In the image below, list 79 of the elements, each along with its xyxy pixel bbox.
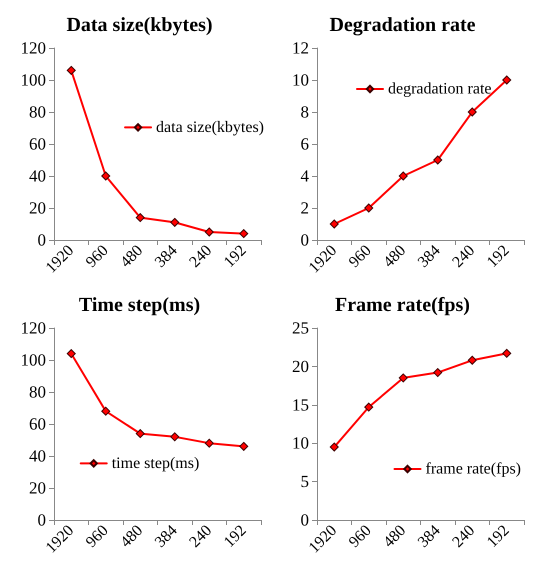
y-tick-label: 20 — [29, 198, 46, 218]
y-tick-label: 5 — [300, 472, 309, 492]
point — [204, 228, 214, 236]
x-tick-label: 192 — [220, 242, 250, 271]
point — [136, 429, 145, 438]
y-tick-label: 120 — [20, 318, 46, 338]
y-tick-label: 20 — [292, 356, 309, 376]
y-tick-label: 120 — [20, 38, 46, 58]
y-tick-label: 0 — [300, 230, 309, 250]
x-tick-label: 384 — [414, 242, 444, 271]
y-tick-label: 40 — [29, 446, 46, 466]
legend-label: time step(ms) — [112, 454, 200, 472]
x-tick-label: 192 — [484, 242, 513, 271]
chart-title: Frame rate(fps) — [335, 294, 470, 316]
point — [136, 213, 145, 222]
chart-title: Degradation rate — [329, 14, 476, 36]
x-tick-label: 960 — [82, 522, 112, 551]
y-tick-label: 40 — [29, 166, 46, 186]
point — [468, 108, 477, 116]
x-tick-label: 480 — [117, 522, 146, 551]
point — [170, 432, 180, 442]
x-tick-label: 192 — [484, 522, 513, 551]
x-tick-label: 240 — [449, 242, 478, 271]
y-tick-label: 60 — [29, 134, 46, 154]
y-tick-label: 0 — [38, 230, 46, 250]
y-tick-label: 60 — [29, 414, 46, 434]
x-tick-label: 480 — [380, 242, 410, 271]
x-tick-label: 384 — [152, 522, 181, 551]
point — [502, 76, 512, 84]
point — [433, 156, 442, 164]
y-tick-label: 0 — [300, 510, 309, 530]
y-tick-label: 80 — [29, 382, 46, 402]
x-tick-label: 240 — [186, 522, 216, 551]
y-tick-label: 10 — [292, 434, 309, 453]
chart-title: Time step(ms) — [78, 294, 200, 316]
y-tick-label: 80 — [29, 102, 46, 122]
y-tick-label: 8 — [300, 102, 309, 122]
point — [398, 373, 408, 382]
point — [502, 348, 512, 358]
legend-label: degradation rate — [388, 80, 492, 98]
y-tick-label: 100 — [20, 70, 46, 90]
x-tick-label: 960 — [346, 522, 375, 551]
point — [170, 218, 180, 227]
y-tick-label: 12 — [292, 38, 309, 58]
x-tick-label: 480 — [380, 522, 410, 551]
point — [364, 402, 374, 412]
point — [204, 438, 214, 448]
x-tick-label: 240 — [186, 242, 216, 271]
point — [239, 442, 248, 451]
point — [468, 356, 477, 365]
y-tick-label: 4 — [300, 166, 310, 186]
legend-label: frame rate(fps) — [426, 460, 522, 478]
point — [66, 349, 76, 358]
point — [101, 406, 110, 416]
point — [330, 220, 339, 228]
x-tick-label: 480 — [117, 242, 146, 271]
point — [66, 66, 76, 75]
x-tick-label: 384 — [414, 522, 444, 551]
x-tick-label: 240 — [449, 522, 478, 551]
y-tick-label: 25 — [292, 318, 309, 338]
x-tick-label: 960 — [82, 242, 112, 271]
x-tick-label: 192 — [220, 522, 250, 551]
point — [398, 172, 408, 180]
legend-label: data size(kbytes) — [156, 118, 264, 136]
y-tick-label: 20 — [29, 478, 46, 498]
x-tick-label: 960 — [346, 242, 375, 271]
point — [433, 368, 442, 378]
y-tick-label: 0 — [38, 510, 46, 530]
y-tick-label: 10 — [292, 70, 309, 90]
y-tick-label: 15 — [292, 395, 309, 414]
point — [101, 172, 110, 180]
chart-title: Data size(kbytes) — [66, 14, 213, 36]
point — [239, 229, 248, 238]
y-tick-label: 2 — [300, 198, 309, 218]
y-tick-label: 100 — [20, 350, 46, 370]
y-tick-label: 6 — [300, 134, 309, 154]
x-tick-label: 384 — [152, 242, 181, 271]
point — [364, 204, 374, 212]
point — [330, 442, 339, 452]
